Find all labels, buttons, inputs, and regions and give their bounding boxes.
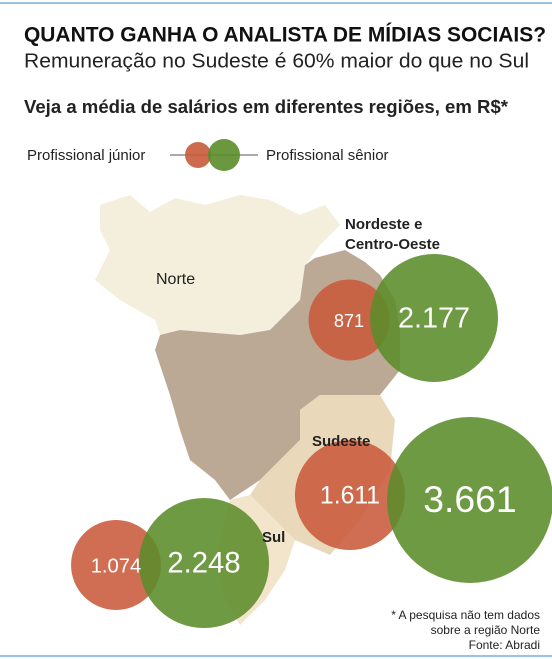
value-label: 2.248 bbox=[167, 548, 240, 580]
legend-swatch bbox=[185, 142, 211, 168]
region-norte bbox=[95, 195, 340, 335]
bubble bbox=[308, 279, 390, 361]
bubble bbox=[294, 439, 406, 551]
legend-label: Profissional júnior bbox=[27, 147, 145, 164]
value-label: 1.611 bbox=[320, 483, 380, 510]
category-label: Sudeste bbox=[312, 433, 371, 450]
value-label: 871 bbox=[334, 311, 364, 331]
bubble bbox=[71, 520, 161, 610]
bubble bbox=[369, 253, 499, 383]
value-label: 2.177 bbox=[398, 303, 470, 335]
bubble bbox=[387, 417, 552, 583]
source: Fonte: Abradi bbox=[468, 638, 540, 652]
bubble bbox=[138, 497, 270, 629]
map-label: Norte bbox=[156, 271, 196, 288]
legend-label: Profissional sênior bbox=[266, 147, 389, 164]
category-label: Sul bbox=[262, 529, 286, 546]
chart-subtitle: Remuneração no Sudeste é 60% maior do qu… bbox=[24, 50, 529, 72]
legend-swatch bbox=[208, 139, 240, 171]
chart-title: QUANTO GANHA O ANALISTA DE MÍDIAS SOCIAI… bbox=[24, 24, 546, 47]
value-label: 1.074 bbox=[91, 555, 142, 577]
category-label: Nordeste e Centro-Oeste bbox=[345, 216, 441, 253]
footnote: * A pesquisa não tem dados sobre a regiã… bbox=[391, 608, 540, 637]
chart-heading: Veja a média de salários em diferentes r… bbox=[24, 97, 508, 117]
value-label: 3.661 bbox=[423, 478, 516, 520]
